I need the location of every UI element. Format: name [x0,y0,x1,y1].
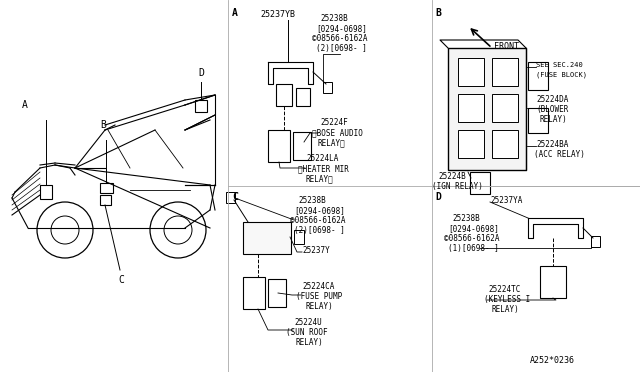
Text: B: B [100,120,106,130]
Bar [226,192,235,203]
Bar [528,62,548,90]
Text: (BLOWER: (BLOWER [536,105,568,114]
Bar [268,130,290,162]
Text: 25224LA: 25224LA [306,154,339,163]
Text: (FUSE BLOCK): (FUSE BLOCK) [536,72,587,78]
Bar [492,58,518,86]
Bar [276,84,292,106]
Text: C: C [118,275,124,285]
Bar [100,183,113,193]
Text: 25224CA: 25224CA [302,282,334,291]
Text: (1)[0698- ]: (1)[0698- ] [448,244,499,253]
Text: [0294-0698]: [0294-0698] [448,224,499,233]
Text: D: D [198,68,204,78]
Bar [528,108,548,133]
Bar [268,279,286,307]
Bar [195,100,207,112]
Text: (KEYLESS I: (KEYLESS I [484,295,531,304]
Text: RELAY〉: RELAY〉 [318,138,346,147]
Bar [296,88,310,106]
Bar [458,94,484,122]
Bar [492,130,518,158]
Text: RELAY〉: RELAY〉 [306,174,333,183]
Text: 25224U: 25224U [294,318,322,327]
Bar [458,58,484,86]
Text: B: B [435,8,441,18]
Circle shape [37,202,93,258]
Text: A: A [232,8,238,18]
Text: (ACC RELAY): (ACC RELAY) [534,150,585,159]
Text: 〈BOSE AUDIO: 〈BOSE AUDIO [312,128,363,137]
Text: (SUN ROOF: (SUN ROOF [286,328,328,337]
Text: RELAY): RELAY) [305,302,333,311]
Text: RELAY): RELAY) [296,338,324,347]
Text: 25238B: 25238B [452,214,480,223]
Bar [100,195,111,205]
Text: 25237YA: 25237YA [490,196,522,205]
Text: (IGN RELAY): (IGN RELAY) [432,182,483,191]
Circle shape [51,216,79,244]
Text: 25224F: 25224F [320,118,348,127]
Text: A: A [22,100,28,110]
Text: ©08566-6162A: ©08566-6162A [312,34,367,43]
Bar [540,266,566,298]
Text: RELAY): RELAY) [540,115,568,124]
Text: 25224BA: 25224BA [536,140,568,149]
Text: 25224DA: 25224DA [536,95,568,104]
Bar [40,185,52,199]
Bar [243,222,291,254]
Bar [294,230,304,244]
Text: 25238B: 25238B [320,14,348,23]
Bar [492,94,518,122]
Text: A252*0236: A252*0236 [530,356,575,365]
Circle shape [164,216,192,244]
Text: [0294-0698]: [0294-0698] [294,206,345,215]
Text: (2)[0698- ]: (2)[0698- ] [316,44,367,53]
Bar [470,172,490,194]
Text: [0294-0698]: [0294-0698] [316,24,367,33]
Circle shape [150,202,206,258]
Text: D: D [435,192,441,202]
Bar [293,132,311,160]
Text: ©08566-6162A: ©08566-6162A [290,216,346,225]
Text: 25238B: 25238B [298,196,326,205]
Text: 〈HEATER MIR: 〈HEATER MIR [298,164,349,173]
Bar [591,236,600,247]
Text: (FUSE PUMP: (FUSE PUMP [296,292,342,301]
Text: FRONT: FRONT [494,42,519,51]
Text: ©08566-6162A: ©08566-6162A [444,234,499,243]
Bar [458,130,484,158]
Text: C: C [232,192,238,202]
Bar [243,277,265,309]
Text: 25224TC: 25224TC [488,285,520,294]
Bar [448,48,526,170]
Bar [323,82,332,93]
Text: SEE SEC.240: SEE SEC.240 [536,62,583,68]
Text: 25237YB: 25237YB [260,10,295,19]
Text: RELAY): RELAY) [491,305,519,314]
Text: 25237Y: 25237Y [302,246,330,255]
Text: 25224B: 25224B [438,172,466,181]
Text: (2)[0698- ]: (2)[0698- ] [294,226,345,235]
